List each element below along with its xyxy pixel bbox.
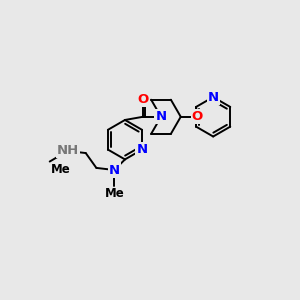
Text: O: O <box>192 110 203 123</box>
Text: N: N <box>109 164 120 176</box>
Text: Me: Me <box>104 188 124 200</box>
Text: O: O <box>137 93 148 106</box>
Text: N: N <box>155 110 167 123</box>
Text: N: N <box>136 143 148 156</box>
Text: Me: Me <box>51 163 71 176</box>
Text: NH: NH <box>57 144 79 158</box>
Text: N: N <box>208 91 219 103</box>
